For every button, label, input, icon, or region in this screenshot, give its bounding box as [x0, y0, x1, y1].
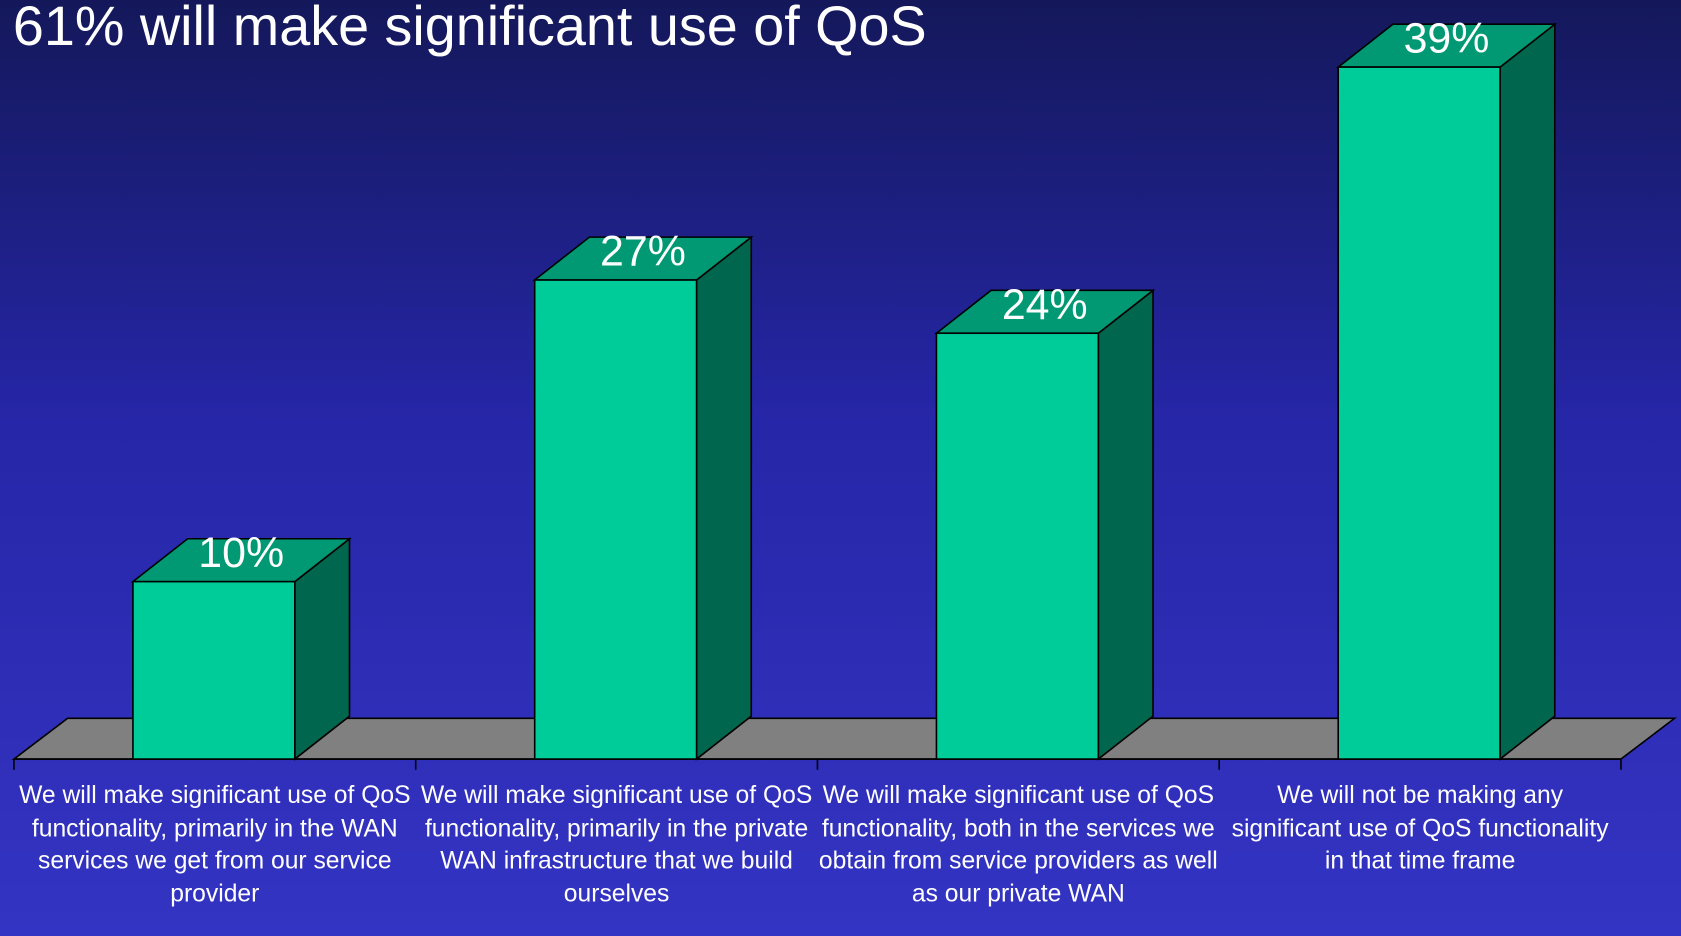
value-label: 39% [1404, 15, 1490, 63]
bar-front [533, 279, 698, 760]
bar-side [695, 235, 753, 761]
chart-title: 61% will make significant use of QoS [13, 0, 927, 57]
bar-side [1097, 288, 1154, 761]
x-label-box: We will not be making any significant us… [1231, 780, 1609, 874]
bar [1335, 22, 1558, 761]
bar [934, 288, 1156, 761]
x-label-box: We will make significant use of QoS func… [19, 780, 411, 907]
x-label-box: We will make significant use of QoS func… [420, 780, 813, 907]
value-label: 27% [600, 228, 686, 276]
x-tick-label: We will make significant use of QoS func… [19, 780, 411, 907]
bar-front [1337, 66, 1501, 760]
bar-front [935, 332, 1100, 760]
x-label-box: We will make significant use of QoS func… [818, 780, 1218, 907]
x-tick-label: We will make significant use of QoS func… [420, 780, 813, 907]
bar-side [1499, 22, 1556, 761]
bar [130, 537, 352, 761]
bar [532, 235, 754, 761]
value-label: 10% [198, 529, 284, 577]
x-tick-label: We will make significant use of QoS func… [818, 780, 1218, 907]
value-label: 24% [1002, 281, 1088, 329]
x-tick-label: We will not be making any significant us… [1231, 780, 1609, 874]
bar-front [132, 580, 296, 760]
